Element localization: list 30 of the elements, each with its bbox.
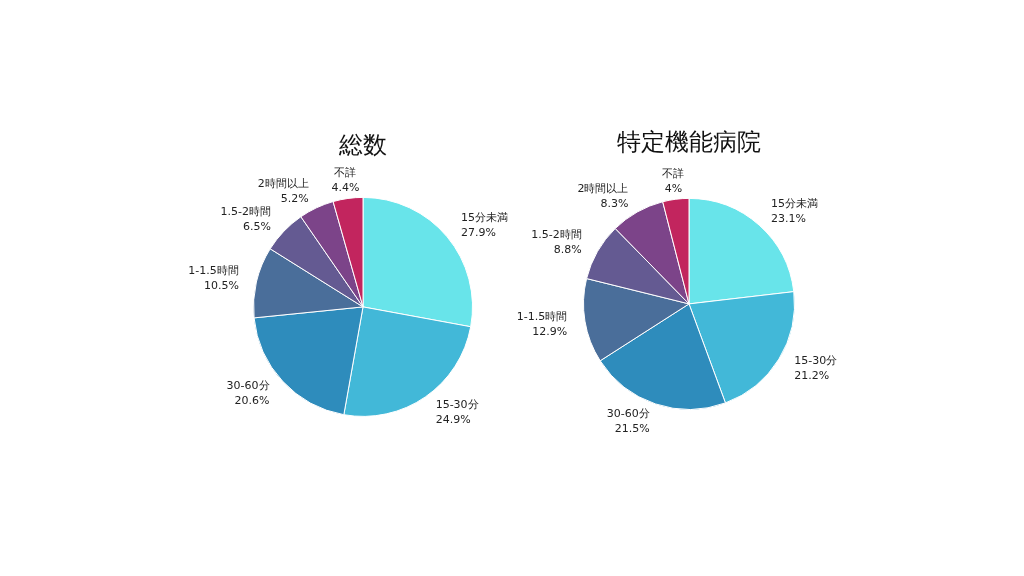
data-label: 5.2% — [280, 192, 309, 206]
data-label: 21.5% — [614, 421, 650, 435]
slice-label: 1-1.5時間 — [188, 263, 239, 277]
slice-label: 1-1.5時間 — [516, 309, 568, 323]
slice-label: 2時間以上 — [577, 182, 629, 196]
slice-label: 1.5-2時間 — [220, 204, 271, 218]
chart-title: 特定機能病院 — [617, 127, 761, 156]
data-label: 24.9% — [435, 412, 471, 426]
slice-label: 2時間以上 — [257, 177, 309, 191]
data-label: 4% — [664, 182, 683, 196]
slice-label: 15分未満 — [771, 197, 819, 211]
slice-label: 不詳 — [662, 167, 685, 181]
slice-label: 不詳 — [334, 166, 357, 180]
data-label: 8.3% — [600, 197, 629, 211]
slice-label: 15分未満 — [460, 211, 508, 225]
data-label: 21.2% — [794, 369, 830, 383]
data-label: 12.9% — [532, 324, 568, 338]
data-label: 6.5% — [242, 219, 271, 233]
slice-label: 1.5-2時間 — [531, 228, 582, 242]
data-label: 10.5% — [203, 278, 239, 292]
slice-label: 15-30分 — [794, 354, 838, 368]
data-label: 4.4% — [331, 181, 360, 195]
slice-label: 30-60分 — [606, 406, 650, 420]
slice-label: 15-30分 — [435, 397, 479, 411]
data-label: 20.6% — [234, 394, 270, 408]
slice-label: 30-60分 — [226, 379, 270, 393]
data-label: 27.9% — [460, 226, 496, 240]
chart-title: 総数 — [338, 130, 387, 159]
data-label: 23.1% — [771, 212, 807, 226]
data-label: 8.8% — [553, 243, 582, 257]
